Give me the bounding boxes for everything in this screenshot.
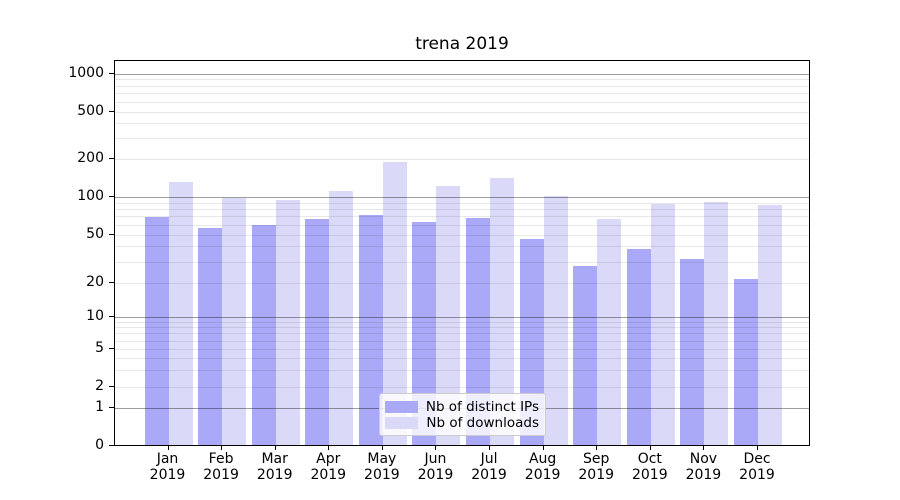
legend-label-distinct-ips: Nb of distinct IPs [425, 399, 539, 415]
x-tick-label-may: May 2019 [364, 451, 400, 483]
y-tick-label-20: 20 [86, 274, 104, 290]
gridline-major-100 [115, 197, 809, 198]
y-axis-tick-2 [109, 385, 114, 387]
gridline-minor [115, 93, 809, 95]
legend-entry-distinct-ips: Nb of distinct IPs [385, 399, 539, 415]
x-tick-label-dec: Dec 2019 [739, 451, 775, 483]
gridline-major-1000 [115, 73, 809, 75]
legend-swatch-downloads [385, 417, 418, 429]
chart-title: trena 2019 [415, 34, 509, 54]
y-axis-tick-200 [109, 158, 114, 159]
x-tick-label-oct: Oct 2019 [631, 451, 668, 483]
y-axis-tick-100 [109, 196, 114, 197]
bar-distinct-ips-feb [198, 228, 223, 445]
bar-distinct-ips-oct [626, 249, 651, 445]
bar-downloads-dec [757, 204, 782, 445]
y-axis-tick-1000 [109, 72, 114, 74]
gridline-minor [115, 137, 809, 139]
x-axis-tick-apr [328, 446, 330, 450]
x-axis-tick-jun [435, 446, 437, 450]
gridline-minor [115, 101, 809, 103]
bar-distinct-ips-dec [733, 279, 758, 445]
bar-downloads-feb [222, 197, 247, 445]
gridline-minor [115, 159, 809, 160]
x-tick-label-jul: Jul 2019 [471, 451, 507, 483]
x-tick-label-jan: Jan 2019 [149, 451, 186, 483]
x-axis-tick-sep [596, 446, 598, 450]
legend-label-downloads: Nb of downloads [426, 415, 539, 431]
y-axis-tick-500 [109, 110, 114, 112]
y-tick-label-2: 2 [95, 377, 104, 394]
x-axis-tick-oct [649, 446, 651, 450]
legend-entry-downloads: Nb of downloads [385, 415, 539, 431]
y-axis-tick-5 [109, 348, 114, 349]
y-tick-label-1: 1 [95, 399, 104, 415]
bar-downloads-sep [597, 219, 622, 445]
y-tick-label-500: 500 [77, 102, 104, 119]
bar-downloads-oct [650, 203, 675, 445]
y-tick-label-200: 200 [77, 150, 104, 166]
bar-distinct-ips-apr [305, 219, 330, 445]
x-axis-tick-feb [221, 446, 223, 450]
x-tick-label-feb: Feb 2019 [203, 451, 239, 483]
bar-distinct-ips-sep [573, 266, 598, 445]
y-tick-label-10: 10 [86, 308, 104, 324]
bar-downloads-mar [275, 199, 300, 445]
x-axis-tick-jan [167, 446, 169, 450]
y-axis-tick-10 [109, 316, 114, 317]
y-axis-tick-0 [109, 445, 114, 446]
y-axis-tick-1 [109, 407, 114, 408]
x-axis-tick-nov [703, 446, 705, 450]
gridline-minor [115, 79, 809, 81]
bar-downloads-jan [168, 181, 193, 445]
x-axis-tick-aug [542, 446, 544, 450]
bar-downloads-apr [329, 190, 354, 445]
y-tick-label-0: 0 [95, 437, 104, 453]
legend-swatch-distinct-ips [385, 401, 418, 413]
x-tick-label-sep: Sep 2019 [578, 451, 615, 483]
y-tick-label-100: 100 [77, 188, 104, 204]
x-tick-label-aug: Aug 2019 [524, 451, 561, 483]
gridline-minor [115, 85, 809, 87]
plot-area [114, 60, 810, 446]
x-tick-label-nov: Nov 2019 [685, 451, 722, 483]
gridline-minor [115, 111, 809, 113]
bar-distinct-ips-nov [680, 258, 705, 445]
y-axis-tick-50 [109, 233, 114, 235]
x-tick-label-jun: Jun 2019 [417, 451, 454, 483]
x-tick-label-apr: Apr 2019 [310, 451, 347, 483]
x-tick-label-mar: Mar 2019 [256, 451, 293, 483]
x-axis-tick-mar [274, 446, 276, 450]
bar-distinct-ips-mar [251, 225, 276, 445]
y-tick-label-5: 5 [95, 340, 104, 356]
bar-downloads-aug [543, 196, 568, 445]
bar-distinct-ips-jan [144, 216, 169, 445]
legend: Nb of distinct IPs Nb of downloads [379, 393, 546, 436]
bar-downloads-nov [704, 201, 729, 445]
x-axis-tick-jul [489, 446, 491, 450]
y-tick-label-1000: 1000 [68, 64, 104, 81]
y-axis-tick-20 [109, 282, 114, 283]
bar-distinct-ips-may [358, 215, 383, 445]
x-axis-tick-dec [756, 446, 758, 450]
x-axis-tick-may [381, 446, 383, 450]
gridline-minor [115, 123, 809, 125]
y-tick-label-50: 50 [86, 225, 104, 242]
